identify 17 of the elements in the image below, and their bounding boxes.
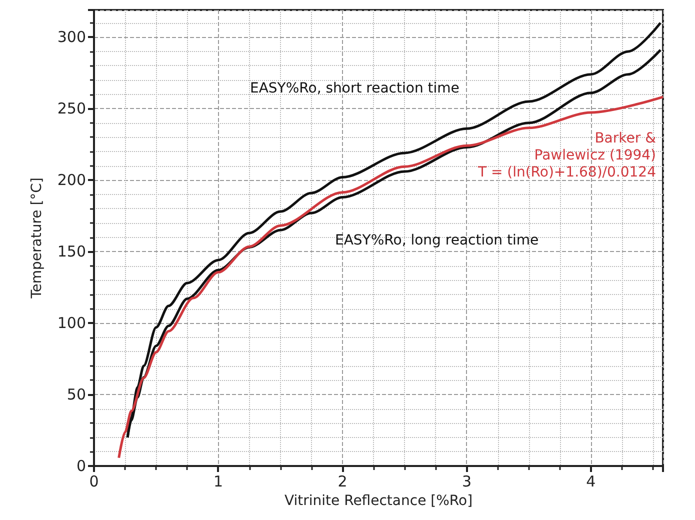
y-tick-label: 0	[76, 457, 86, 475]
series-label: Barker & Pawlewicz (1994) T = (ln(Ro)+1.68)/0.0124	[476, 130, 656, 180]
y-tick-label: 250	[57, 100, 86, 118]
series-label: EASY%Ro, long reaction time	[335, 232, 539, 248]
x-tick-label: 0	[89, 472, 99, 490]
y-tick-label: 150	[57, 242, 86, 261]
text: EASY%Ro, short reaction time	[250, 80, 460, 96]
y-tick-label: 200	[57, 171, 86, 190]
y-tick-label: 100	[57, 314, 86, 332]
x-tick-label: 4	[586, 472, 596, 490]
x-tick-label: 2	[338, 472, 348, 490]
y-axis-title: Temperature [°C]	[29, 178, 45, 300]
x-axis-title: Vitrinite Reflectance [%Ro]	[284, 492, 473, 509]
x-tick-label: 3	[462, 472, 472, 490]
y-tick-label: 300	[57, 28, 86, 46]
y-tick-label: 50	[66, 386, 86, 404]
x-tick-label: 1	[213, 472, 224, 490]
